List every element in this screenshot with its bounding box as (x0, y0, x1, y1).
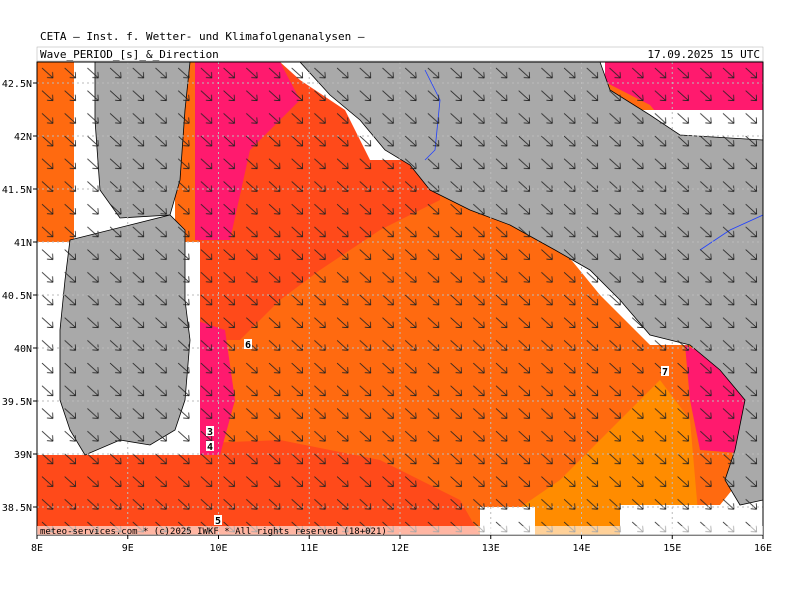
lon-label: 14E (572, 543, 590, 554)
lon-label: 10E (209, 543, 227, 554)
lon-label: 15E (663, 543, 681, 554)
lat-label: 42.5N (2, 79, 32, 90)
lon-label: 9E (122, 543, 134, 554)
contour-label: 7 (662, 367, 668, 378)
contour-label-box (244, 339, 252, 349)
lat-label: 41N (14, 238, 32, 249)
lat-label: 42N (14, 132, 32, 143)
lat-label: 38.5N (2, 503, 32, 514)
graticule (37, 62, 763, 535)
lat-label: 39N (14, 450, 32, 461)
map-area (37, 62, 763, 535)
footer-bg (37, 526, 763, 535)
contour-label: 5 (215, 516, 221, 527)
lat-label: 40.5N (2, 291, 32, 302)
contour-label: 4 (207, 442, 213, 453)
lon-label: 12E (391, 543, 409, 554)
lat-label: 39.5N (2, 397, 32, 408)
lon-label: 16E (754, 543, 772, 554)
contour-label: 6 (245, 340, 251, 351)
contour-label-box (214, 515, 222, 525)
lon-label: 11E (300, 543, 318, 554)
lat-label: 40N (14, 344, 32, 355)
header-bar (36, 46, 764, 62)
contour-label-box (661, 366, 669, 376)
lon-label: 8E (31, 543, 43, 554)
copyright: meteo-services.com * (c)2025 IWKF * All … (40, 527, 387, 537)
contour-label: 3 (207, 427, 213, 438)
header-title: CETA – Inst. f. Wetter- und Klimafolgena… (40, 30, 365, 43)
lon-label: 13E (482, 543, 500, 554)
contour-label-box (206, 426, 214, 436)
lat-label: 41.5N (2, 185, 32, 196)
valid-date: 17.09.2025 15 UTC (647, 48, 760, 61)
product-name: Wave_PERIOD_[s]_&_Direction (40, 48, 219, 61)
contour-label-box (206, 441, 214, 451)
